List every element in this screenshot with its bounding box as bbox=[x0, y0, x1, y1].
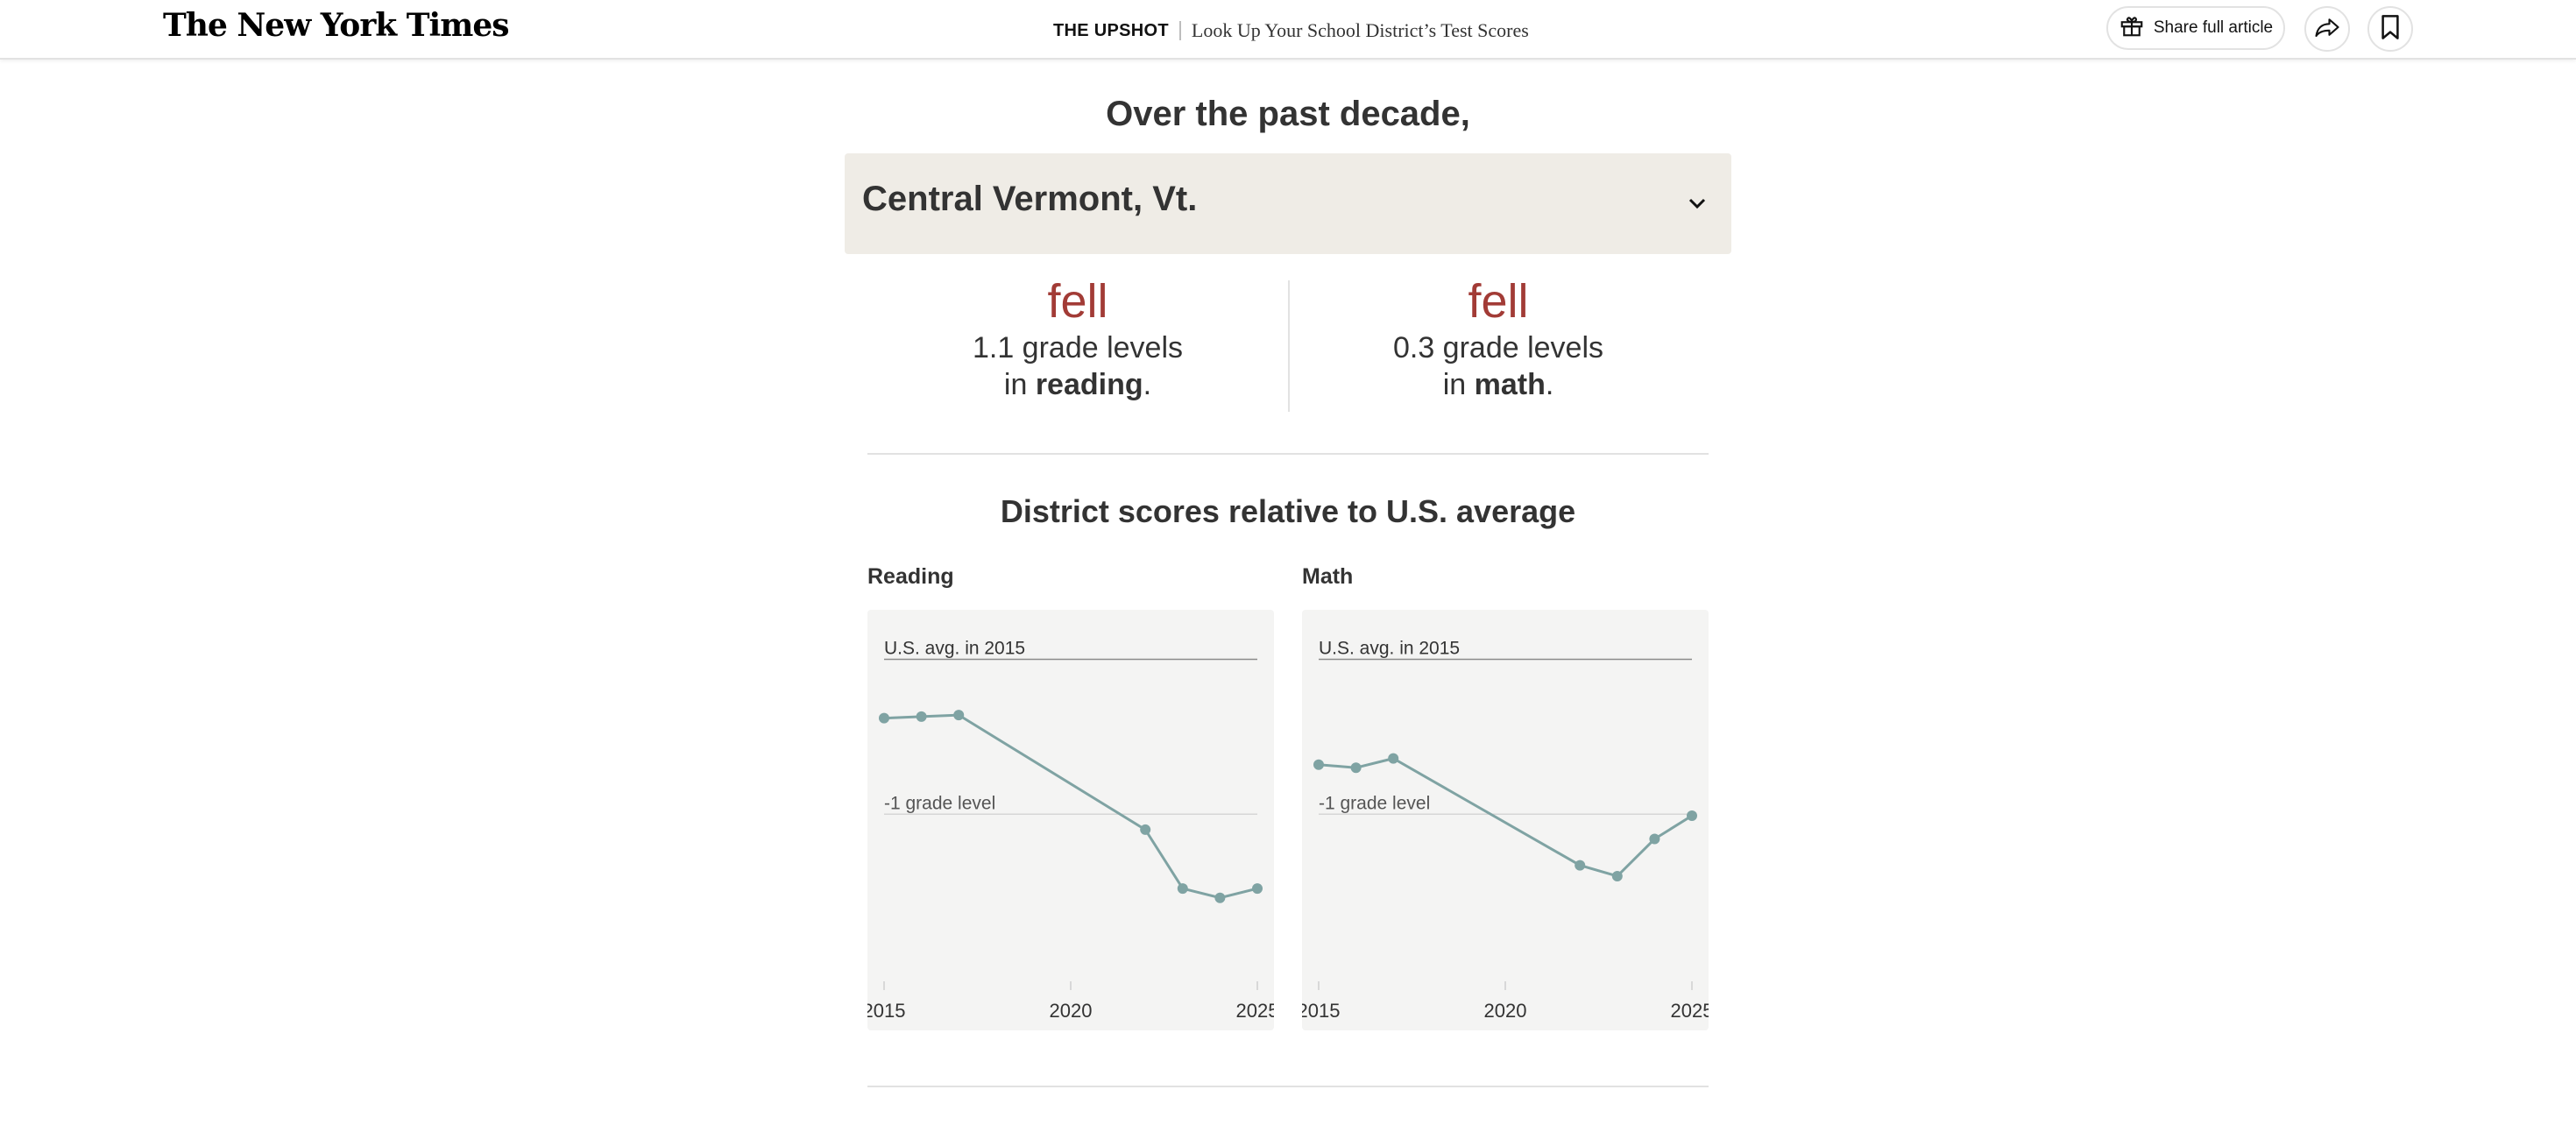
section-name[interactable]: THE UPSHOT bbox=[1053, 20, 1169, 40]
lead-text: Over the past decade, bbox=[1106, 95, 1470, 133]
share-full-article-button[interactable]: Share full article bbox=[2106, 6, 2285, 50]
reading-subject: reading bbox=[1035, 368, 1143, 401]
reference-line-label: U.S. avg. in 2015 bbox=[884, 639, 1025, 659]
math-prefix: in bbox=[1442, 368, 1475, 401]
data-point bbox=[1649, 833, 1660, 845]
share-full-article-label: Share full article bbox=[2153, 18, 2274, 37]
reading-chart-label: Reading bbox=[867, 564, 954, 589]
section-divider bbox=[1178, 21, 1181, 40]
nyt-logo[interactable]: The New York Times bbox=[163, 7, 509, 44]
data-point bbox=[1140, 824, 1151, 835]
math-subject: math bbox=[1474, 368, 1546, 401]
math-amount: 0.3 grade levels bbox=[1392, 331, 1604, 364]
gift-icon bbox=[2119, 12, 2145, 44]
share-button[interactable] bbox=[2304, 6, 2350, 52]
math-direction: fell bbox=[1468, 275, 1529, 328]
data-point bbox=[1388, 753, 1399, 764]
article-headline: Look Up Your School District’s Test Scor… bbox=[1191, 19, 1529, 41]
bookmark-icon bbox=[2381, 14, 2399, 44]
x-tick-label: 2020 bbox=[1050, 1000, 1093, 1022]
data-point bbox=[1177, 883, 1188, 895]
data-point bbox=[1313, 759, 1324, 770]
data-point bbox=[953, 710, 965, 721]
chart-title: District scores relative to U.S. average bbox=[1000, 493, 1576, 529]
section-rule-bottom bbox=[867, 1086, 1709, 1087]
reading-stat: fell 1.1 grade levels in reading. bbox=[867, 273, 1288, 403]
math-subject-line: in math. bbox=[1288, 366, 1709, 403]
math-stat: fell 0.3 grade levels in math. bbox=[1288, 273, 1709, 403]
data-point bbox=[1252, 883, 1263, 895]
data-point bbox=[1687, 810, 1697, 822]
district-selector[interactable]: Central Vermont, Vt. bbox=[845, 153, 1731, 254]
x-tick-label: 2025 bbox=[1236, 1000, 1274, 1022]
district-name: Central Vermont, Vt. bbox=[862, 180, 1198, 218]
stat-divider bbox=[1288, 280, 1290, 412]
reading-chart: U.S. avg. in 2015 -1 grade level 2015 2020 2… bbox=[867, 639, 1274, 1022]
reading-suffix: . bbox=[1143, 368, 1152, 401]
math-suffix: . bbox=[1545, 368, 1554, 401]
x-tick-label: 2025 bbox=[1671, 1000, 1709, 1022]
bookmark-button[interactable] bbox=[2367, 6, 2413, 52]
data-point bbox=[1214, 892, 1226, 903]
reading-direction: fell bbox=[1047, 275, 1108, 328]
math-chart-panel: U.S. avg. in 2015 -1 grade level 2015 2020 2… bbox=[1302, 610, 1709, 1030]
section-header: THE UPSHOT Look Up Your School District’… bbox=[1053, 18, 1529, 44]
math-chart: U.S. avg. in 2015 -1 grade level 2015 2020 2… bbox=[1302, 639, 1709, 1022]
reference-line-label: U.S. avg. in 2015 bbox=[1319, 639, 1460, 659]
share-arrow-icon bbox=[2314, 16, 2340, 43]
x-tick-label: 2015 bbox=[867, 1000, 905, 1022]
data-point bbox=[1611, 870, 1623, 881]
top-bar: The New York Times THE UPSHOT Look Up Yo… bbox=[0, 0, 2576, 60]
reading-amount: 1.1 grade levels bbox=[972, 331, 1184, 364]
series-line bbox=[1318, 757, 1693, 878]
section-rule-top bbox=[867, 453, 1709, 455]
reference-line-label: -1 grade level bbox=[1319, 793, 1430, 813]
data-point bbox=[916, 711, 927, 722]
math-chart-label: Math bbox=[1302, 564, 1354, 589]
x-tick-label: 2020 bbox=[1484, 1000, 1527, 1022]
data-point bbox=[1575, 860, 1586, 871]
data-point bbox=[1350, 762, 1362, 774]
reading-subject-line: in reading. bbox=[867, 366, 1288, 403]
x-tick-label: 2015 bbox=[1302, 1000, 1340, 1022]
data-point bbox=[879, 712, 889, 724]
reading-chart-panel: U.S. avg. in 2015 -1 grade level 2015 2020 2… bbox=[867, 610, 1274, 1030]
reading-prefix: in bbox=[1003, 368, 1036, 401]
chevron-down-icon bbox=[1688, 197, 1707, 214]
reference-line-label: -1 grade level bbox=[884, 793, 995, 813]
